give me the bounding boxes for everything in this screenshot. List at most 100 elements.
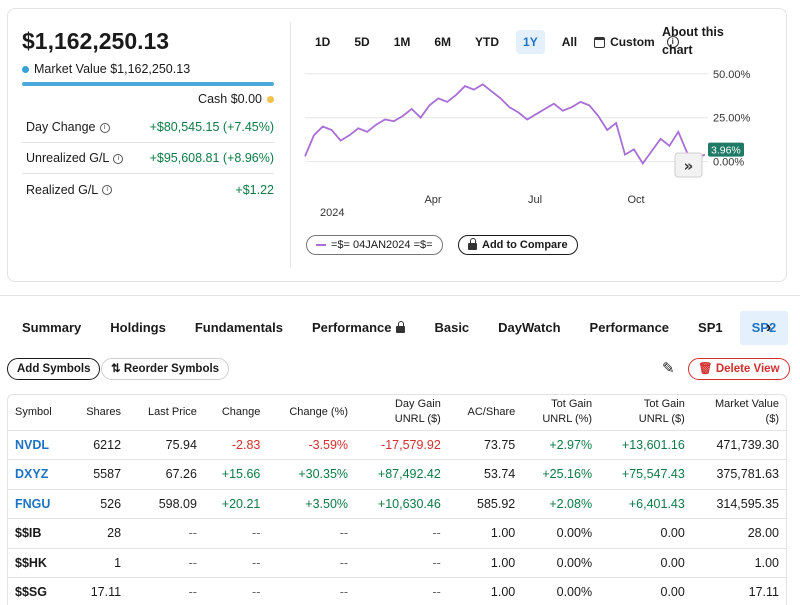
table-cell: +25.16% <box>522 459 600 490</box>
add-to-compare-button[interactable]: Add to Compare <box>458 235 578 255</box>
tab-performance-locked[interactable]: Performance <box>300 311 417 345</box>
section-divider <box>0 295 800 296</box>
expand-chart-button[interactable]: » <box>674 152 703 178</box>
table-cell: 5587 <box>69 459 129 490</box>
custom-label: Custom <box>610 35 655 49</box>
tab-holdings[interactable]: Holdings <box>110 320 166 335</box>
about-chart-link[interactable]: About this chart <box>662 25 724 57</box>
table-cell: +2.97% <box>522 430 600 460</box>
column-header-sublabel: UNRL ($) <box>394 413 441 426</box>
add-symbols-button[interactable]: Add Symbols <box>7 358 101 380</box>
table-body: NVDL 6212 75.94 -2.83 -3.59% -17,579.92 73.75 +… <box>8 430 786 605</box>
symbol-link: $$HK <box>8 548 70 578</box>
table-row[interactable]: $$HK 1 -- -- -- -- 1.00 0.00% 0.00 1.00 <box>8 548 786 578</box>
column-header-label: Day Gain <box>394 398 441 411</box>
symbol-link[interactable]: NVDL <box>8 430 70 460</box>
table-cell: 17.11 <box>691 577 786 605</box>
column-header[interactable]: Tot Gain UNRL ($) <box>599 395 692 431</box>
lock-icon <box>468 237 477 250</box>
range-all[interactable]: All <box>561 35 578 49</box>
range-5d[interactable]: 5D <box>354 35 370 49</box>
y-tick-label: 50.00% <box>713 69 751 81</box>
range-1y[interactable]: 1Y <box>516 30 545 54</box>
day-change-value: +$80,545.15 (+7.45%) <box>149 120 274 134</box>
table-cell: +15.66 <box>203 459 268 490</box>
column-header[interactable]: Day Gain UNRL ($) <box>355 395 448 431</box>
column-header-label: Tot Gain <box>551 398 593 411</box>
chart-legend[interactable]: =$= 04JAN2024 =$= <box>306 235 443 255</box>
column-header-label: Change (%) <box>289 405 349 418</box>
holdings-table: Symbol Shares Last Price Change Change (%) Da… <box>7 394 787 605</box>
table-cell: +87,492.42 <box>355 459 448 490</box>
table-cell: 585.92 <box>447 489 523 519</box>
column-header[interactable]: Change <box>203 395 268 431</box>
reorder-symbols-button[interactable]: ⇅ Reorder Symbols <box>101 358 230 380</box>
symbol-link[interactable]: FNGU <box>8 489 70 519</box>
tab-performance[interactable]: Performance <box>589 320 670 335</box>
column-header-label: Market Value <box>715 398 779 411</box>
table-cell: -- <box>355 548 448 578</box>
table-cell: 28.00 <box>691 518 786 549</box>
symbol-link[interactable]: DXYZ <box>8 459 70 490</box>
tab-summary[interactable]: Summary <box>22 320 82 335</box>
symbol-link: $$IB <box>8 518 70 549</box>
column-header[interactable]: AC/Share <box>447 395 523 431</box>
tab-sp1[interactable]: SP1 <box>698 320 723 335</box>
chart-grid <box>305 73 708 163</box>
table-cell: 28 <box>69 518 129 549</box>
tab-sp2[interactable]: SP2 <box>739 311 789 345</box>
range-1d[interactable]: 1D <box>315 35 331 49</box>
lock-icon <box>396 321 406 333</box>
tab-daywatch[interactable]: DayWatch <box>498 320 561 335</box>
column-header[interactable]: Shares <box>69 395 129 431</box>
info-icon[interactable]: i <box>113 153 124 164</box>
chevron-right-icon[interactable]: › <box>766 319 772 336</box>
column-header[interactable]: Tot Gain UNRL (%) <box>522 395 600 431</box>
table-cell: 73.75 <box>447 430 523 460</box>
cash-value: $0.00 <box>230 92 262 106</box>
table-row[interactable]: DXYZ 5587 67.26 +15.66 +30.35% +87,492.42 53.7… <box>8 459 786 490</box>
table-cell: -- <box>128 518 204 549</box>
table-cell: 375,781.63 <box>691 459 786 490</box>
pencil-icon[interactable]: ✎ <box>662 360 675 377</box>
table-cell: 1.00 <box>447 518 523 549</box>
column-header[interactable]: Symbol <box>8 395 70 431</box>
info-icon[interactable]: i <box>102 185 113 196</box>
market-value-label: Market Value <box>34 62 107 76</box>
range-6m[interactable]: 6M <box>434 35 452 49</box>
column-header[interactable]: Last Price <box>128 395 204 431</box>
table-row[interactable]: FNGU 526 598.09 +20.21 +3.50% +10,630.46 585.9… <box>8 489 786 519</box>
about-info-icon[interactable]: i <box>666 36 679 48</box>
column-header-label: Last Price <box>148 405 197 418</box>
table-cell: 67.26 <box>128 459 204 490</box>
table-cell: +20.21 <box>203 489 268 519</box>
column-header[interactable]: Market Value ($) <box>691 395 786 431</box>
series-line <box>304 83 706 166</box>
column-header-sublabel: ($) <box>765 413 779 426</box>
table-cell: 0.00 <box>599 577 692 605</box>
column-header-label: Tot Gain <box>643 398 685 411</box>
range-1m[interactable]: 1M <box>393 35 411 49</box>
delete-view-button[interactable]: 🗑 Delete View <box>688 358 790 380</box>
column-header[interactable]: Change (%) <box>267 395 356 431</box>
custom-range-button[interactable]: Custom <box>594 35 655 49</box>
table-row[interactable]: $$IB 28 -- -- -- -- 1.00 0.00% 0.00 28.00 <box>8 518 786 549</box>
market-value: $1,162,250.13 <box>110 62 191 76</box>
table-cell: -- <box>355 577 448 605</box>
tab-performance-label: Performance <box>311 320 392 335</box>
table-cell: 1.00 <box>691 548 786 578</box>
table-cell: 598.09 <box>128 489 204 519</box>
table-cell: 0.00% <box>522 548 600 578</box>
table-cell: 0.00 <box>599 548 692 578</box>
reorder-symbols-label: Reorder Symbols <box>123 363 220 375</box>
tab-fundamentals[interactable]: Fundamentals <box>194 320 283 335</box>
table-row[interactable]: NVDL 6212 75.94 -2.83 -3.59% -17,579.92 73.75 +… <box>8 430 786 460</box>
cash-label: Cash <box>198 92 228 106</box>
table-cell: +2.08% <box>522 489 600 519</box>
info-icon[interactable]: i <box>99 122 110 133</box>
table-row[interactable]: $$SG 17.11 -- -- -- -- 1.00 0.00% 0.00 17.11 <box>8 577 786 605</box>
tab-basic[interactable]: Basic <box>434 320 470 335</box>
cash-dot-icon <box>267 95 274 103</box>
column-header-label: AC/Share <box>467 405 516 418</box>
range-ytd[interactable]: YTD <box>475 35 500 49</box>
